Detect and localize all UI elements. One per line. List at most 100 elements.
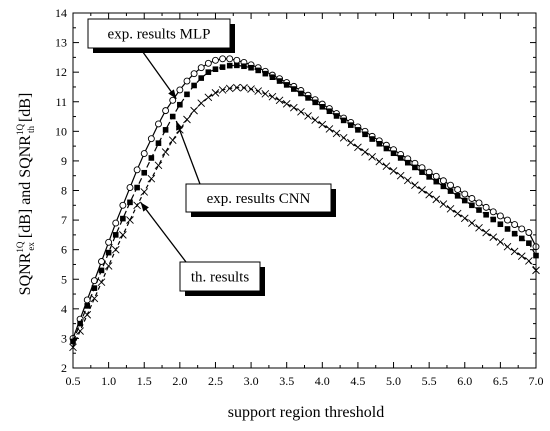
mlp-point: [219, 55, 227, 63]
th-point: [254, 87, 263, 95]
axes-layer: 0.5 1.0 1.5 2.0 2.5 3.0 3.5 4.0 4.5 5.0 5.5 6.0 6.5 7…: [55, 6, 544, 388]
cnn-point: [112, 232, 119, 238]
mlp-point: [176, 86, 184, 94]
cnn-point: [134, 184, 140, 191]
x-tick-label: 3.5: [279, 374, 294, 388]
cnn-point: [248, 64, 254, 71]
th-point: [289, 103, 298, 112]
annotation-box: [185, 183, 332, 213]
th-point: [154, 161, 163, 170]
cnn-point: [127, 199, 133, 206]
th-point: [375, 157, 384, 166]
th-point: [446, 205, 455, 213]
y-title-part1: SQNR: [17, 252, 34, 295]
y-tick-label: 8: [61, 184, 67, 198]
annotation-box: [179, 261, 261, 292]
annotation-label: th. results: [191, 270, 249, 286]
cnn-point: [526, 240, 532, 246]
th-point: [389, 167, 398, 175]
mlp-point: [475, 199, 483, 207]
cnn-point: [490, 216, 497, 223]
mlp-point: [105, 238, 113, 246]
mlp-point: [489, 208, 497, 216]
annotation-label: exp. results MLP: [108, 27, 211, 43]
y-tick-label: 2: [61, 361, 67, 375]
cnn-point: [340, 117, 347, 124]
cnn-point: [419, 169, 425, 175]
mlp-point: [226, 55, 234, 63]
cnn-point: [476, 207, 482, 213]
mlp-point: [197, 64, 205, 72]
th-point: [275, 96, 284, 105]
x-tick-label: 7.0: [529, 374, 544, 388]
th-point: [126, 216, 134, 224]
cnn-point: [298, 90, 304, 97]
cnn-point: [98, 267, 105, 274]
th-point: [111, 245, 120, 254]
th-point: [183, 115, 191, 124]
cnn-point: [333, 113, 340, 119]
mlp-point: [432, 172, 440, 180]
mlp-point: [140, 150, 148, 157]
x-tick-label: 5.5: [422, 374, 437, 388]
th-point: [140, 188, 149, 196]
mlp-point: [155, 120, 162, 128]
mlp-point: [112, 219, 120, 227]
cnn-point: [426, 174, 432, 180]
x-tick-label: 6.5: [493, 374, 508, 388]
cnn-point: [198, 75, 205, 81]
mlp-point: [511, 221, 519, 228]
th-point: [525, 257, 533, 265]
x-tick-label: 2.5: [208, 374, 223, 388]
cnn-point: [148, 155, 155, 161]
y-title-sup2: 1Q: [15, 124, 25, 136]
y-tick-label: 12: [55, 65, 67, 79]
x-tick-label: 3.0: [244, 374, 259, 388]
th-point: [90, 294, 99, 303]
cnn-point: [276, 78, 283, 84]
th-point: [119, 231, 127, 239]
x-tick-label: 1.0: [101, 374, 116, 388]
cnn-point: [312, 99, 318, 106]
annotation-arrowhead: [168, 89, 177, 99]
x-axis-title: support region threshold: [228, 404, 384, 421]
th-point: [332, 129, 341, 138]
cnn-point: [355, 127, 361, 133]
th-point: [489, 233, 498, 242]
th-point: [517, 252, 526, 260]
mlp-point: [147, 135, 155, 143]
cnn-point: [518, 235, 525, 242]
x-tick-label: 0.5: [66, 374, 81, 388]
mlp-point: [183, 77, 191, 85]
th-point: [432, 195, 441, 204]
cnn-point: [376, 140, 383, 147]
cnn-point: [483, 211, 489, 218]
cnn-point: [504, 226, 511, 232]
mlp-point: [504, 216, 511, 224]
th-point: [304, 112, 312, 120]
y-axis-title: SQNR1Qex [dB] and SQNR1Qth [dB]: [15, 93, 36, 296]
cnn-point: [447, 188, 454, 194]
th-point: [190, 106, 198, 115]
th-point: [225, 84, 234, 93]
mlp-point: [482, 203, 490, 211]
x-tick-label: 4.0: [315, 374, 330, 388]
th-point: [204, 93, 213, 102]
x-tick-label: 5.0: [386, 374, 401, 388]
cnn-point: [205, 69, 212, 75]
cnn-point: [269, 74, 276, 80]
th-point: [368, 152, 376, 161]
th-point: [482, 228, 490, 237]
th-point: [218, 86, 227, 94]
cnn-point: [184, 91, 190, 98]
cnn-point: [162, 127, 169, 133]
annotation-box: [87, 18, 231, 49]
th-point: [396, 171, 405, 180]
mlp-point: [162, 107, 170, 115]
mlp-point: [119, 201, 127, 209]
th-point: [411, 181, 419, 189]
th-point: [439, 200, 448, 208]
th-point: [318, 120, 327, 129]
mlp-point: [525, 229, 533, 236]
